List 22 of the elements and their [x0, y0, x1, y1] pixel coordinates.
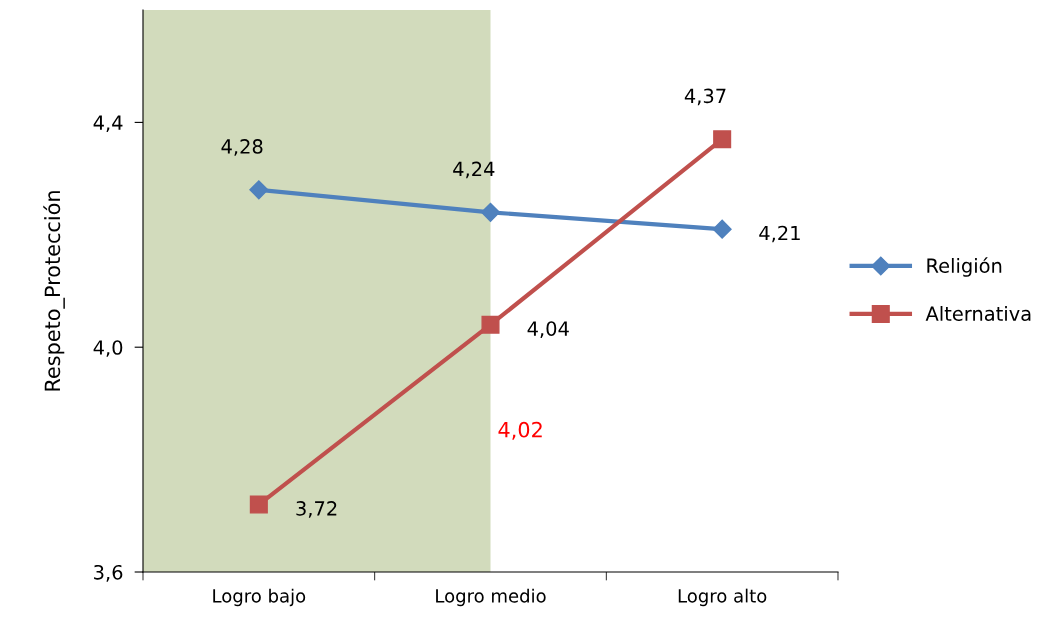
x-tick-label: Logro medio	[436, 588, 546, 607]
x-tick-label: Logro bajo	[213, 588, 306, 607]
data-label: 4,37	[684, 88, 726, 106]
data-label: 3,72	[296, 501, 337, 518]
data-label: 4,21	[759, 225, 800, 243]
legend-label: Religión	[927, 257, 1002, 277]
point	[713, 130, 732, 149]
legend-label: Alternativa	[925, 305, 1031, 322]
point	[249, 180, 269, 200]
point	[712, 219, 732, 239]
y-tick-label: 3,6	[94, 564, 123, 582]
point	[249, 495, 268, 514]
point	[480, 202, 501, 222]
y-tick-label: 4,4	[93, 115, 123, 133]
data-label: 4,04	[527, 321, 569, 338]
data-label: 4,24	[453, 161, 495, 179]
data-label: 4,28	[221, 139, 263, 156]
annotation: 4,02	[498, 421, 542, 440]
point	[481, 315, 500, 334]
y-axis-title: Respeto_Protección	[43, 191, 65, 391]
y-tick-label: 4,0	[93, 340, 123, 357]
x-tick-label: Logro alto	[678, 588, 767, 607]
